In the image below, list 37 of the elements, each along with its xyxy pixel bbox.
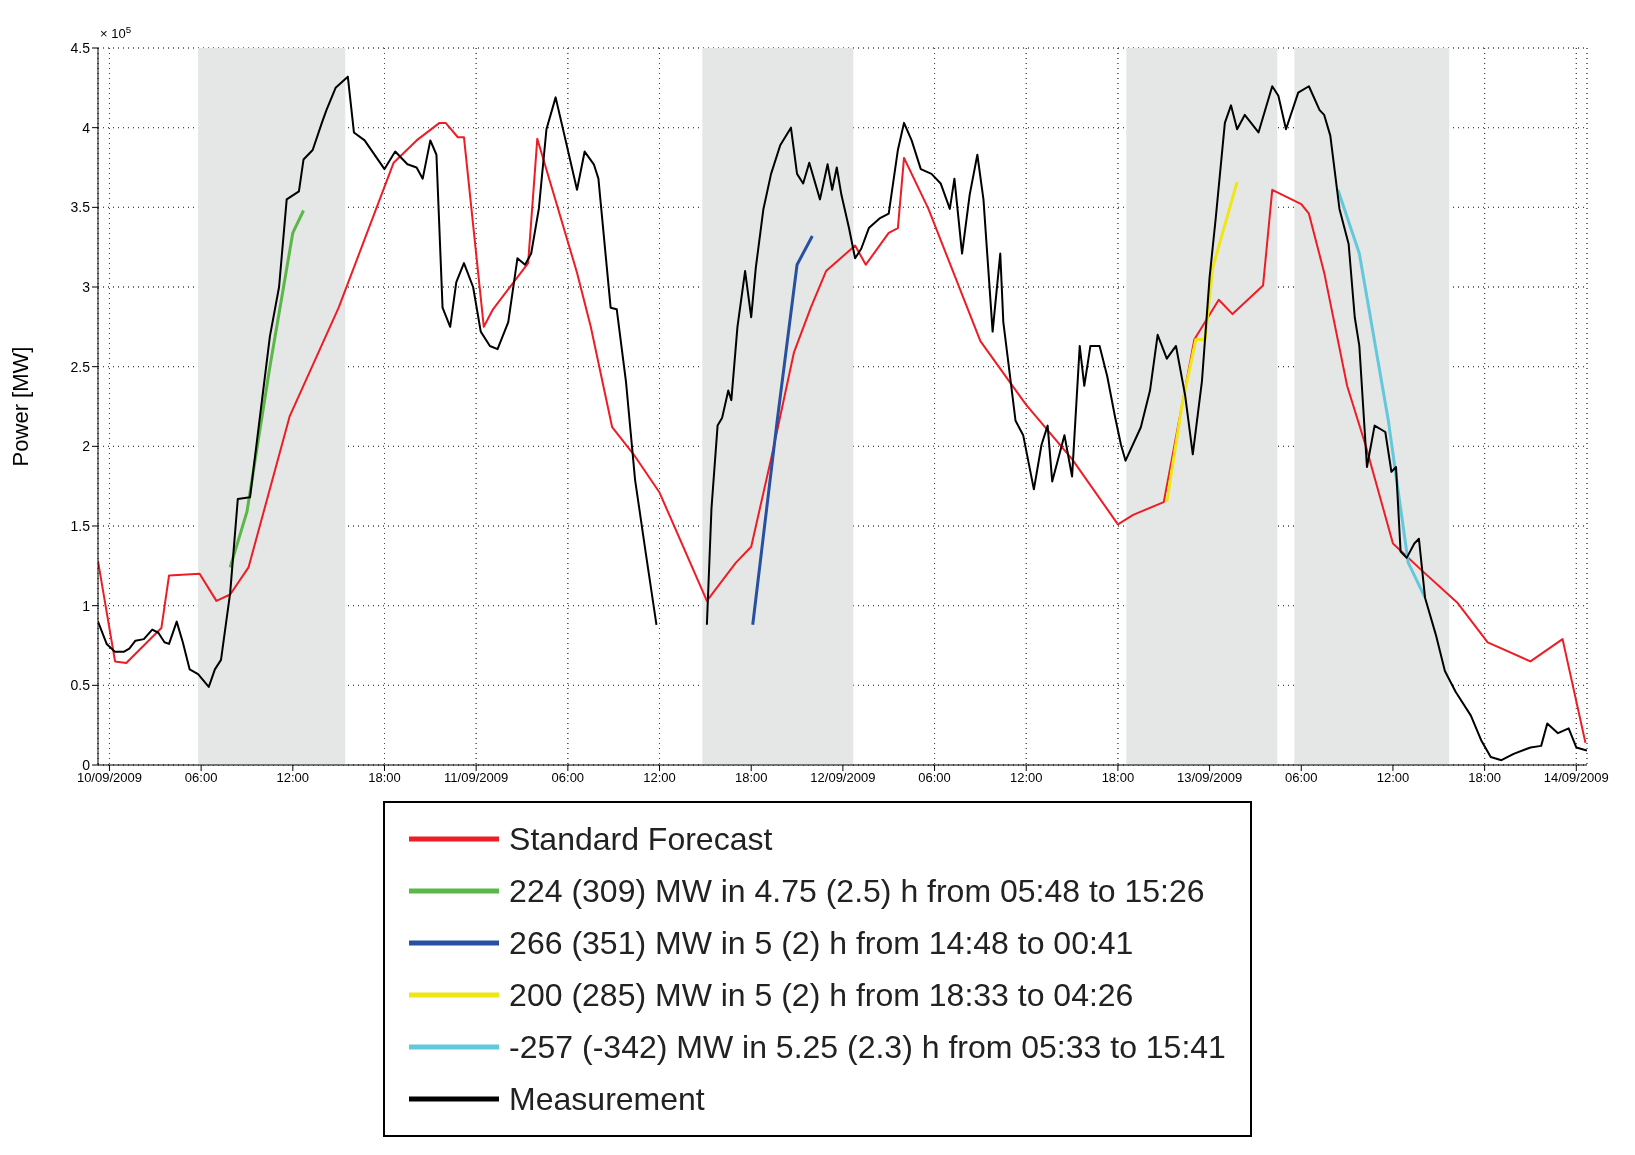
legend-label: 200 (285) MW in 5 (2) h from 18:33 to 04:26	[509, 976, 1134, 1014]
y-tick-label: 3	[82, 278, 91, 295]
y-tick-label: 1	[82, 597, 91, 614]
legend-label: 266 (351) MW in 5 (2) h from 14:48 to 00:41	[509, 924, 1134, 962]
y-tick-label: 3.5	[70, 199, 91, 216]
y-tick-label: 4.5	[70, 39, 91, 56]
y-tick-label: 2	[82, 438, 91, 455]
x-tick-label: 06:00	[1285, 770, 1318, 786]
x-tick-label: 12:00	[1009, 770, 1043, 786]
legend-label: 224 (309) MW in 4.75 (2.5) h from 05:48 to 15:26	[509, 872, 1205, 910]
x-tick-label: 12:00	[1376, 770, 1410, 786]
x-tick-label: 18:00	[1101, 770, 1135, 786]
x-tick-label: 18:00	[734, 770, 768, 786]
legend-label: -257 (-342) MW in 5.25 (2.3) h from 05:33 to 15:41	[509, 1028, 1226, 1066]
x-tick-label: 06:00	[551, 770, 585, 786]
legend-label: Measurement	[509, 1080, 705, 1118]
y-tick-label: 1.5	[70, 517, 91, 534]
x-tick-label: 06:00	[918, 770, 951, 786]
x-tick-label: 12:00	[276, 770, 310, 786]
y-tick-label: 0.5	[70, 677, 91, 694]
x-tick-label: 14/09/2009	[1543, 770, 1609, 786]
y-tick-label: 2.5	[70, 358, 91, 375]
x-tick-label: 18:00	[1468, 770, 1501, 786]
line-series	[751, 234, 814, 627]
x-tick-label: 06:00	[184, 770, 218, 786]
text: × 10$^{5}$	[100, 23, 132, 41]
line-series	[1336, 188, 1427, 600]
y-axis-title: Power [MW]	[7, 346, 33, 467]
x-tick-label: 11/09/2009	[444, 770, 509, 786]
y-tick-label: 0	[82, 756, 91, 773]
y-tick-label: 4	[82, 119, 91, 136]
legend-label: Standard Forecast	[509, 820, 773, 858]
x-tick-label: 12:00	[643, 770, 676, 786]
x-tick-label: 18:00	[368, 770, 401, 786]
x-tick-label: 13/09/2009	[1177, 770, 1243, 786]
x-tick-label: 10/09/2009	[76, 770, 142, 786]
x-tick-label: 12/09/2009	[810, 770, 876, 786]
